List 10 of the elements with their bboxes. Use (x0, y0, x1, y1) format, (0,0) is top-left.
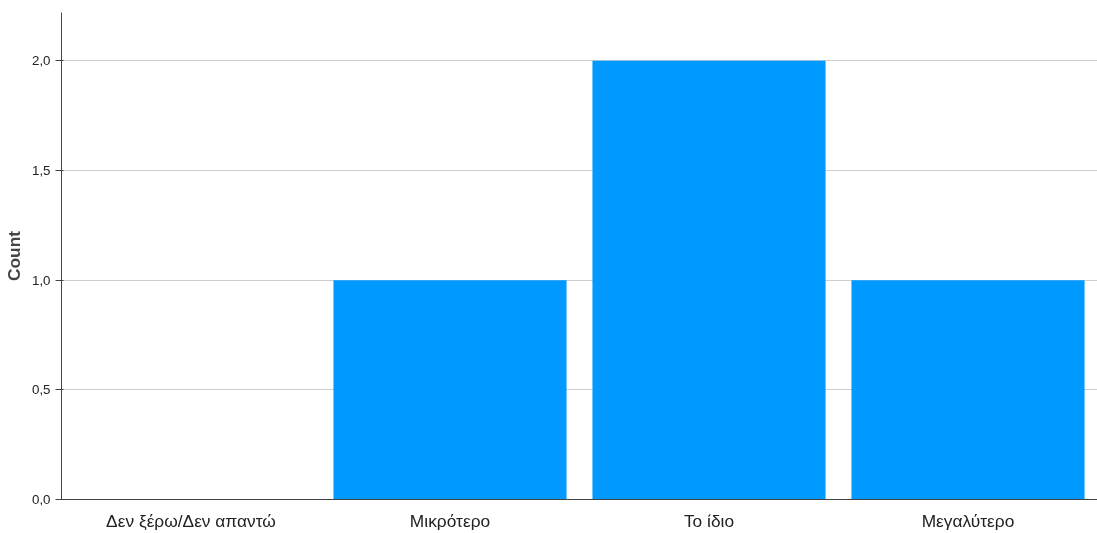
y-tick-label: 0,5 (31, 382, 51, 398)
y-tick-label: 0,0 (31, 492, 51, 507)
x-tick-label: Δεν ξέρω/Δεν απαντώ (106, 510, 276, 531)
y-tick-label: 2,0 (31, 53, 51, 69)
y-tick-label: 1,5 (31, 162, 51, 178)
y-axis-title: Count (3, 230, 24, 282)
y-tick-label: 1,0 (31, 272, 51, 288)
x-tick-label: Μικρότερο (409, 510, 491, 531)
x-tick-label: Το ίδιο (683, 510, 735, 531)
x-tick-label: Μεγαλύτερο (921, 510, 1015, 531)
